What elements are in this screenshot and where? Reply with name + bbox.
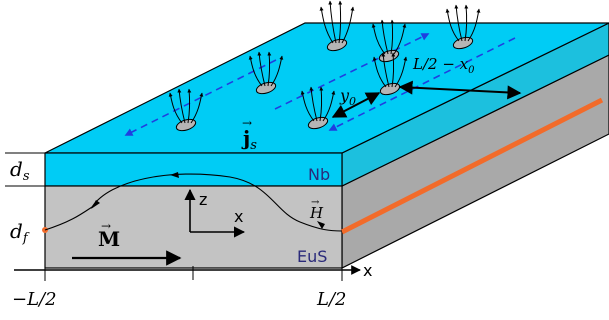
field-line-h: [44, 173, 343, 232]
d-s-label: ds: [10, 157, 30, 184]
field-arrow-mid: [170, 172, 179, 178]
nb-label: Nb: [308, 165, 330, 184]
current-label: js: [241, 126, 257, 153]
y0-arrow: [331, 92, 381, 118]
orange-wire: [340, 97, 604, 235]
field-arrow-right: [317, 221, 325, 229]
current-line-left: [124, 59, 277, 136]
vortex: [372, 52, 408, 96]
distance-label: L/2 − x0: [412, 55, 475, 76]
eus-label: EuS: [297, 247, 327, 266]
field-arrow-left: [91, 200, 100, 209]
vortex: [445, 4, 481, 50]
d-f-label: df: [10, 219, 30, 246]
magnetization-label: M: [98, 227, 120, 251]
vortex: [319, 0, 355, 52]
y0-label: y0: [339, 86, 356, 108]
current-line-middle-right: [274, 33, 430, 110]
x-axis-outer-label: x: [363, 261, 372, 280]
x-axis-inner-label: x: [234, 207, 243, 226]
field-vector-arrow: →: [311, 197, 320, 208]
left-tick-label: −L/2: [12, 289, 57, 310]
vortex: [300, 86, 336, 130]
magnetization-vector-arrow: →: [101, 219, 111, 233]
z-axis-label: z: [199, 190, 207, 209]
distance-arrow: [398, 80, 522, 100]
vortex: [248, 51, 284, 95]
nb-front-face: [44, 152, 343, 187]
field-label: H: [309, 204, 324, 222]
right-tick-label: L/2: [316, 289, 346, 310]
current-vector-arrow: →: [242, 116, 252, 130]
vortex: [168, 88, 204, 132]
